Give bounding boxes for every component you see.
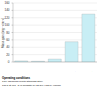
svg-text:120: 120 <box>8 16 10 20</box>
svg-text:Sandblasting75µm: Sandblasting75µm <box>65 71 80 72</box>
svg-text:20: 20 <box>8 53 10 57</box>
html-text:17% chromium ferritic stainles: 17% chromium ferritic stainless steel, <box>2 80 44 83</box>
svg-text:100: 100 <box>8 23 10 27</box>
html-text:Operating conditions: Operating conditions <box>2 76 31 80</box>
svg-text:60: 60 <box>8 38 10 42</box>
html-text:100 h at 900 °C in air/water b: 100 h at 900 °C in air/water by 21.5% H₂… <box>2 84 61 87</box>
svg-text:Polishingdimondburr: Polishingdimondburr <box>33 71 44 72</box>
svg-text:Sandblasting500µm: Sandblasting500µm <box>81 71 92 72</box>
svg-text:0: 0 <box>8 60 10 64</box>
html-text:Mass gain (mg · cm⁻²): Mass gain (mg · cm⁻²) <box>0 17 4 48</box>
svg-text:80: 80 <box>8 31 10 35</box>
svg-text:40: 40 <box>8 45 10 49</box>
svg-text:Polishingelectrolytic: Polishingelectrolytic <box>15 71 28 72</box>
svg-text:160: 160 <box>8 1 10 5</box>
svg-text:PolishingSiC paper600 grade: PolishingSiC paper600 grade <box>49 71 61 72</box>
svg-text:140: 140 <box>8 8 10 12</box>
